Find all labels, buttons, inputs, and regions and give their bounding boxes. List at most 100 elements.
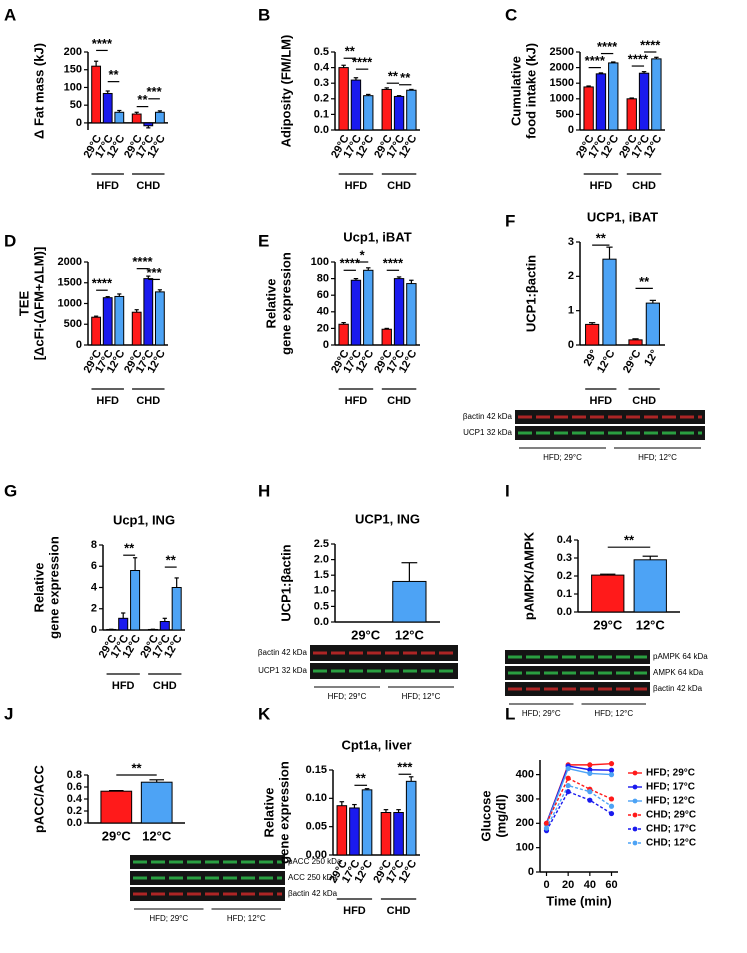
- error-bar: [606, 247, 612, 259]
- bar: [407, 90, 416, 130]
- y-axis-label: Relative: [31, 563, 46, 613]
- y-axis-label: Cumulative: [508, 56, 523, 126]
- x-tick-label: 40: [584, 879, 596, 891]
- group-label: HFD: [96, 180, 119, 192]
- y-tick-label: 0.4: [557, 534, 573, 546]
- y-tick-label: 0.0: [67, 817, 82, 829]
- y-tick-label: 0.10: [306, 792, 327, 804]
- panel-title: UCP1, ING: [355, 511, 420, 526]
- x-tick-label: 0: [543, 879, 549, 891]
- y-tick-label: 2500: [550, 46, 574, 58]
- bar: [393, 581, 426, 622]
- group-label: HFD: [96, 395, 119, 407]
- significance-label: **: [356, 771, 367, 786]
- y-tick-label: 80: [317, 273, 329, 285]
- bar: [639, 73, 648, 130]
- panel-letter: B: [258, 5, 270, 24]
- bar: [339, 324, 348, 345]
- point: [609, 804, 614, 809]
- bar: [394, 279, 403, 345]
- significance-label: ****: [92, 36, 113, 51]
- bar: [351, 280, 360, 345]
- blot-group-label: HFD; 29°C: [149, 914, 188, 923]
- y-tick-label: 1.0: [314, 585, 329, 597]
- y-tick-label: 150: [64, 64, 82, 76]
- bar: [652, 59, 661, 130]
- significance-label: **: [400, 70, 411, 85]
- x-tick-label: 12°: [642, 348, 661, 368]
- y-tick-label: 400: [516, 769, 534, 781]
- blot-group-label: HFD; 29°C: [328, 692, 367, 701]
- point: [587, 798, 592, 803]
- y-tick-label: 20: [317, 322, 329, 334]
- bar: [629, 340, 642, 345]
- x-tick-label: 12°C: [595, 348, 618, 375]
- bar: [172, 588, 181, 631]
- panel-letter: D: [4, 231, 16, 250]
- bar: [364, 270, 373, 345]
- group-label: HFD: [590, 395, 613, 407]
- significance-label: **: [388, 69, 399, 84]
- group-label: CHD: [136, 395, 160, 407]
- bar: [362, 790, 372, 855]
- significance-label: **: [108, 67, 119, 82]
- bar: [381, 813, 391, 856]
- blot-label: βactin 42 kDa: [258, 648, 308, 657]
- y-tick-label: 100: [516, 842, 534, 854]
- blot-group-label: HFD; 12°C: [638, 453, 677, 462]
- y-tick-label: 0.0: [314, 616, 329, 628]
- y-tick-label: 0.2: [557, 570, 572, 582]
- y-axis-label: UCP1:βactin: [523, 255, 538, 332]
- bar: [131, 571, 140, 631]
- point: [609, 796, 614, 801]
- y-axis-label: Adiposity (FM/LM): [278, 35, 293, 148]
- y-axis-label: food intake (kJ): [523, 43, 538, 139]
- blot-label: AMPK 64 kDa: [653, 668, 704, 677]
- point: [566, 766, 571, 771]
- y-tick-label: 4: [91, 581, 98, 593]
- y-tick-label: 2.0: [314, 554, 329, 566]
- y-tick-label: 0: [323, 339, 329, 351]
- blot-label: βactin 42 kDa: [653, 684, 703, 693]
- error-bar: [402, 563, 418, 582]
- error-bar: [340, 802, 345, 806]
- blot-group-label: HFD; 12°C: [402, 692, 441, 701]
- y-tick-label: 0.0: [314, 124, 329, 136]
- y-tick-label: 200: [64, 46, 82, 58]
- panel-letter: E: [258, 231, 269, 250]
- y-tick-label: 100: [64, 81, 82, 93]
- y-tick-label: 6: [91, 560, 97, 572]
- legend-label: CHD; 17°C: [646, 824, 696, 835]
- bar: [382, 329, 391, 345]
- significance-label: ****: [640, 37, 661, 52]
- y-tick-label: 1500: [550, 77, 574, 89]
- y-axis-label: gene expression: [278, 252, 293, 355]
- y-axis-label: pACC/ACC: [31, 764, 46, 832]
- legend-marker: [633, 827, 638, 832]
- group-label: CHD: [153, 680, 177, 692]
- point: [609, 811, 614, 816]
- group-label: HFD: [345, 180, 368, 192]
- blot-group-label: HFD; 29°C: [522, 709, 561, 718]
- y-tick-label: 40: [317, 306, 329, 318]
- y-tick-label: 500: [64, 318, 82, 330]
- bar: [382, 89, 391, 130]
- y-axis-label: Relative: [263, 279, 278, 329]
- bar: [144, 279, 153, 345]
- error-bar: [175, 578, 179, 588]
- y-tick-label: 8: [91, 539, 97, 551]
- panel-title: Ucp1, ING: [113, 512, 175, 527]
- panel-letter: J: [4, 704, 13, 723]
- y-axis-label: Glucose: [478, 790, 493, 841]
- y-tick-label: 0: [91, 624, 97, 636]
- y-tick-label: 0.6: [67, 781, 82, 793]
- bar: [394, 96, 403, 130]
- legend-label: HFD; 12°C: [646, 796, 695, 807]
- y-tick-label: 0: [568, 124, 574, 136]
- significance-label: ***: [146, 84, 162, 99]
- y-tick-label: 1500: [58, 277, 82, 289]
- group-label: CHD: [632, 180, 656, 192]
- significance-label: *: [360, 247, 366, 262]
- y-axis-label: Relative: [261, 788, 276, 838]
- y-tick-label: 0.0: [557, 606, 572, 618]
